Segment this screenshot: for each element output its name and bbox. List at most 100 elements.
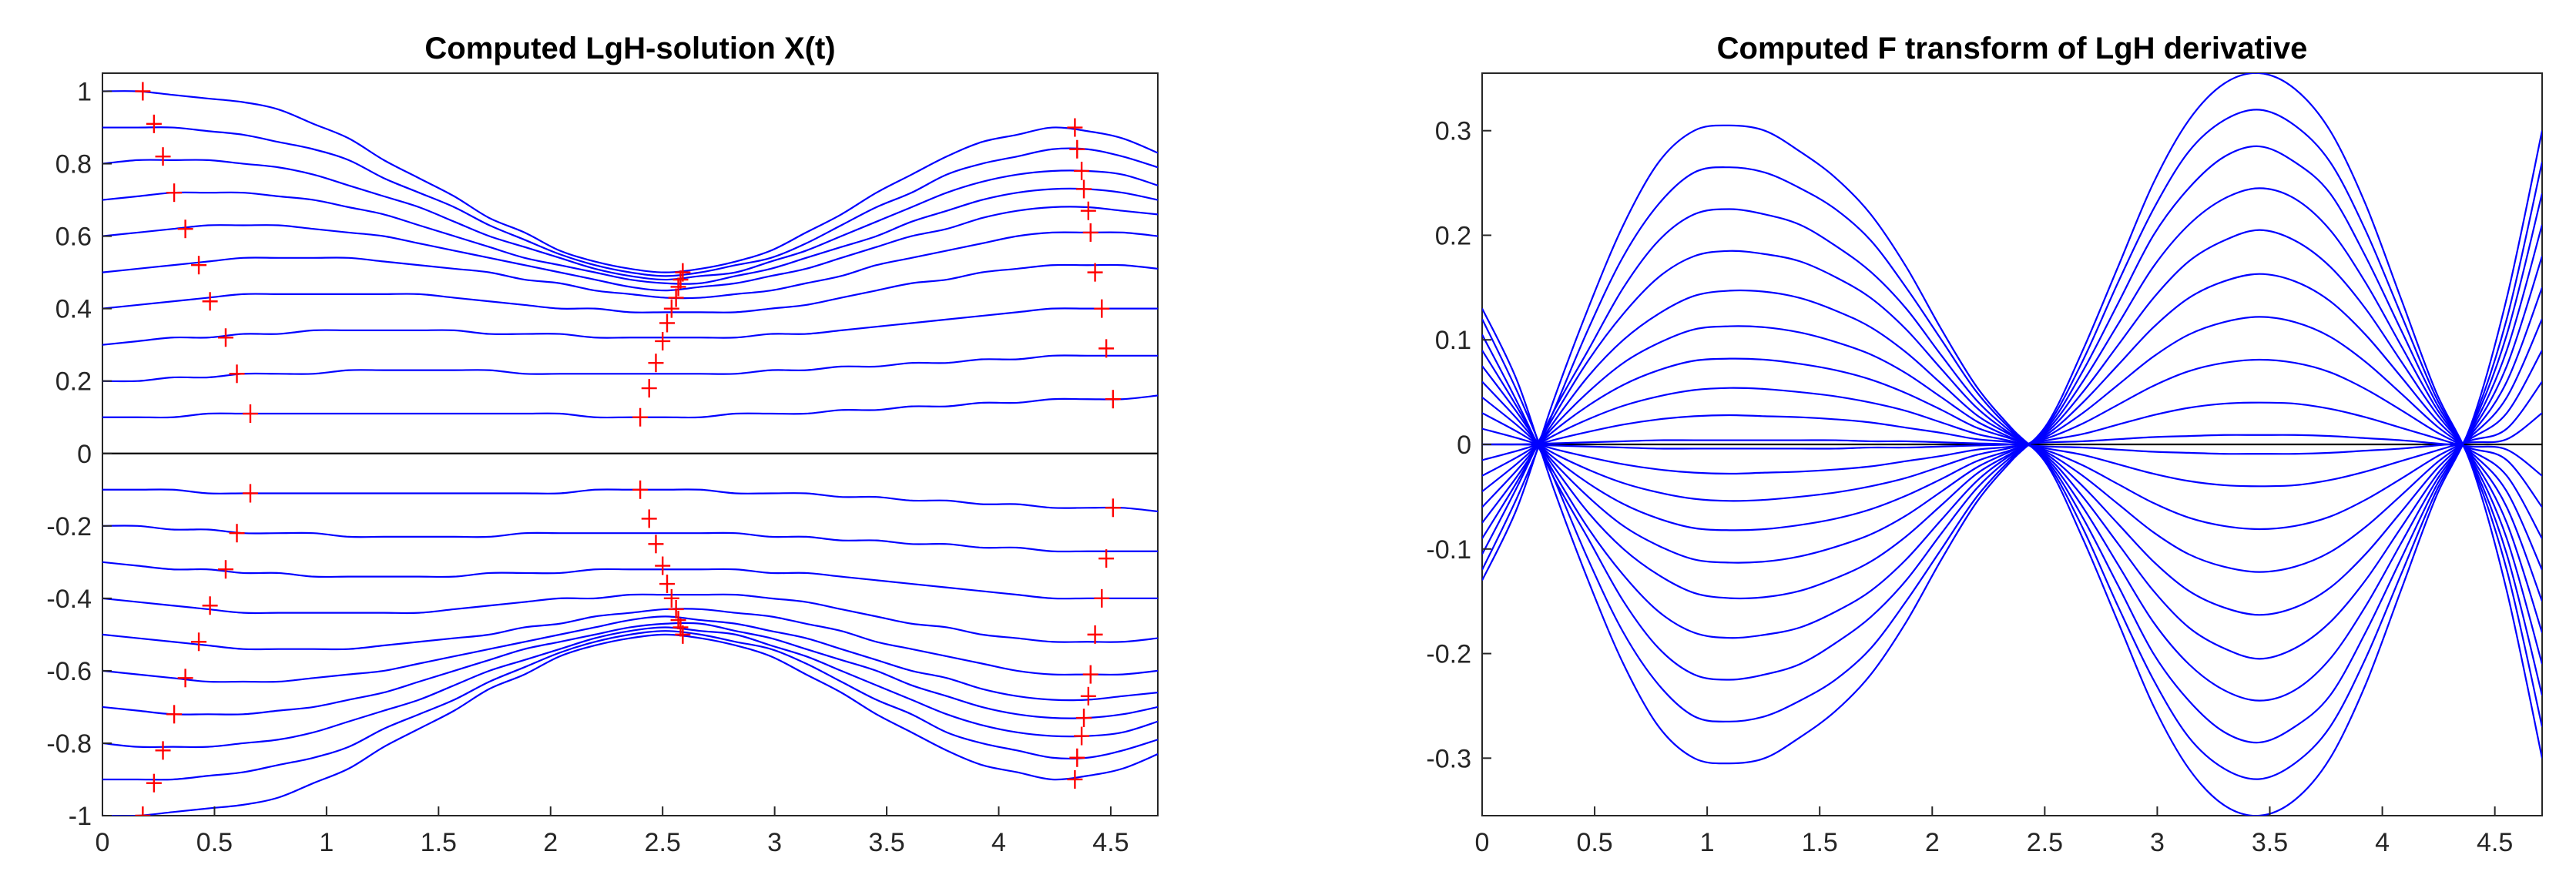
chart-left-x-tick-label-0: 0 [96,828,110,857]
chart-left-marker-51 [1069,748,1085,767]
chart-left-series-line-17 [102,626,1158,749]
chart-left-y-tick-label-2: -0.6 [46,657,92,686]
chart-left-marker-47 [1094,299,1110,318]
chart-right-x-tick-label-2: 1 [1700,828,1715,857]
chart-left-marker-59 [1105,498,1121,518]
chart-left-panel: Computed LgH-solution X(t) 0 0.5 1 1.5 2 2.5 3… [46,32,1159,857]
chart-left-x-tick-label-3: 1.5 [421,828,457,857]
chart-left-y-tick-label-5: 0 [77,440,92,469]
chart-left-marker-3 [166,183,183,203]
chart-right-y-tick-label-4: 0.1 [1435,326,1471,355]
chart-left-series-line-15 [102,615,1158,702]
chart-left-marker-55 [1082,665,1098,684]
chart-left-marker-32 [648,535,664,554]
chart-left-y-tick-label-10: 1 [77,78,92,107]
chart-left-marker-2 [155,147,171,166]
chart-left-marker-31 [641,509,657,528]
chart-left-x-tick-label-2: 1 [319,828,334,857]
chart-left-marker-33 [655,556,671,575]
chart-left-series-line-11 [102,525,1158,553]
chart-left-series-line-9 [102,394,1158,419]
chart-left-series-line-13 [102,593,1158,643]
chart-left-marker-28 [673,270,689,290]
chart-left-marker-0 [135,82,151,101]
chart-left-y-tick-label-3: -0.4 [46,585,92,614]
chart-right-y-tick-label-3: 0 [1457,431,1471,460]
chart-left-y-tick-label-7: 0.4 [55,295,92,324]
chart-left-x-tick-label-8: 4 [991,828,1006,857]
chart-left-axes-box [102,72,1159,816]
chart-left-marker-44 [1080,201,1096,220]
chart-right-x-tick-label-6: 3 [2150,828,2165,857]
chart-left-marker-35 [663,588,679,608]
chart-left-marker-1 [146,114,162,133]
chart-left-marker-4 [177,220,193,239]
chart-left-marker-27 [670,277,686,297]
chart-left-series-line-4 [102,206,1158,292]
chart-left-x-tick-label-5: 2.5 [645,828,681,857]
chart-left-y-tick-label-1: -0.8 [46,729,92,759]
chart-left-series-line-7 [102,307,1158,346]
chart-left-x-tick-label-4: 2 [543,828,558,857]
chart-right-x-tick-label-4: 2 [1925,828,1940,857]
chart-left-marker-56 [1087,625,1103,644]
chart-left-marker-45 [1082,223,1098,242]
chart-left-marker-49 [1105,390,1121,409]
chart-left-marker-10 [242,484,258,503]
chart-left-series-group [102,82,1158,816]
chart-right-x-tick-label-5: 2.5 [2027,828,2063,857]
chart-left-marker-5 [191,256,207,275]
chart-left-marker-57 [1094,588,1110,608]
chart-right-series-line-6 [1482,318,2542,573]
chart-left-marker-48 [1098,339,1115,358]
chart-left-series-line-19 [102,633,1158,816]
chart-left-marker-11 [229,524,245,543]
chart-left-series-line-18 [102,630,1158,781]
chart-left-marker-13 [202,596,218,615]
chart-left-marker-17 [155,741,171,760]
chart-left-marker-36 [668,599,684,618]
chart-right-x-tick-label-3: 1.5 [1802,828,1838,857]
chart-right-x-tick-label-9: 4.5 [2477,828,2513,857]
chart-left-marker-29 [675,263,691,282]
chart-left-marker-39 [675,625,691,644]
chart-left-series-line-0 [102,90,1158,273]
chart-right-x-tick-label-8: 4 [2375,828,2390,857]
chart-left-marker-19 [135,806,151,816]
chart-left-y-tick-label-4: -0.2 [46,512,92,541]
chart-right-series-group [1482,73,2542,816]
chart-right-y-tick-label-5: 0.2 [1435,221,1471,250]
chart-left-marker-22 [648,354,664,373]
chart-right-series-line-12 [1482,358,2542,539]
chart-left-y-tick-label-6: 0.2 [55,367,92,397]
chart-left-marker-34 [659,575,675,594]
chart-left-y-tick-label-8: 0.6 [55,223,92,252]
chart-right-marks: 0 0.5 1 1.5 2 2.5 3 3.5 4 4.5 -0.3 -0.2 -0.1 0 0.1 0.2 0… [1426,73,2542,857]
chart-left-marker-46 [1087,263,1103,282]
chart-left-marker-23 [655,331,671,350]
chart-left-marker-6 [202,292,218,311]
chart-right-series-line-11 [1482,401,2542,508]
chart-right-series-line-19 [1482,73,2542,765]
chart-left-series-line-8 [102,354,1158,383]
chart-left-marker-50 [1067,769,1083,789]
chart-right-x-tick-label-7: 3.5 [2252,828,2288,857]
chart-left-marker-41 [1069,139,1085,159]
chart-right-panel: Computed F transform of LgH derivative 0… [1426,32,2543,857]
chart-left-marker-53 [1076,709,1092,728]
chart-left-marker-9 [242,404,258,424]
chart-left-marker-21 [641,379,657,398]
chart-left-marker-7 [217,328,233,347]
chart-left-marker-24 [659,313,675,333]
chart-left-marker-18 [146,773,162,793]
chart-right-y-tick-label-6: 0.3 [1435,117,1471,146]
chart-left-series-line-14 [102,608,1158,676]
chart-left-marker-14 [191,632,207,652]
chart-left-marker-38 [673,618,689,637]
chart-right-series-line-8 [1482,380,2542,488]
chart-left-marker-12 [217,560,233,579]
chart-left-series-line-12 [102,561,1158,600]
chart-left-marker-42 [1074,161,1090,180]
chart-right-series-line-7 [1482,350,2542,531]
